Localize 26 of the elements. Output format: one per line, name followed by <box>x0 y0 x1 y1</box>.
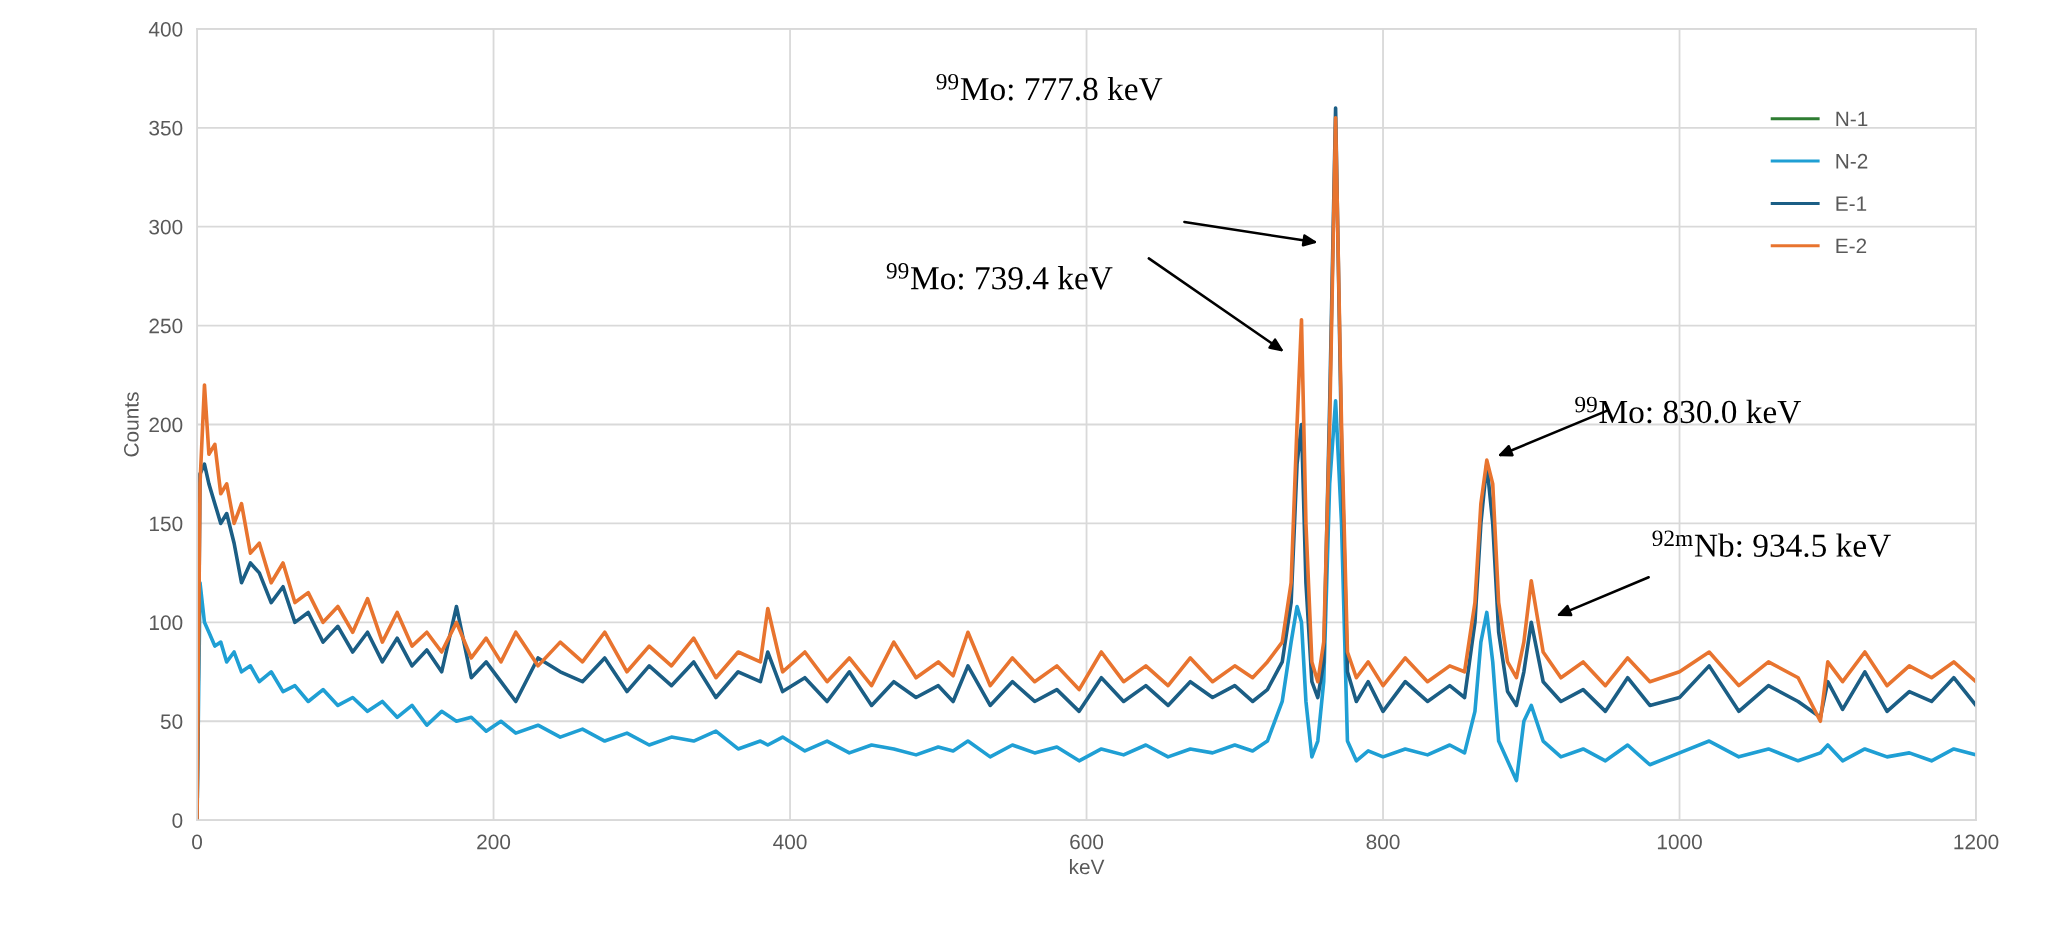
y-tick-label: 150 <box>149 516 183 532</box>
x-tick-label: 800 <box>1366 834 1400 850</box>
y-tick-label: 300 <box>149 219 183 235</box>
x-axis-title: keV <box>1069 859 1105 875</box>
y-tick-label: 0 <box>172 813 183 828</box>
y-tick-label: 400 <box>148 21 183 37</box>
annotation: $^{99}$Mo: 830.0 keV <box>1575 396 1801 424</box>
legend-label: N-1 <box>1836 111 1868 127</box>
legend-label: E-2 <box>1836 238 1867 254</box>
y-tick-label: 50 <box>160 714 183 730</box>
annotation: $^{99}$Mo: 777.8 keV <box>936 73 1163 101</box>
y-tick-label: 350 <box>149 120 183 136</box>
x-tick-label: 600 <box>1070 834 1104 850</box>
legend-label: E-1 <box>1836 196 1867 211</box>
x-tick-label: 400 <box>773 834 807 850</box>
y-axis-title: Counts <box>123 392 139 457</box>
annotation: $^{99}$Mo: 739.4 keV <box>886 262 1113 290</box>
x-tick-label: 200 <box>477 834 511 850</box>
x-tick-label: 0 <box>192 834 203 850</box>
y-tick-label: 250 <box>149 318 183 334</box>
x-tick-label: 1000 <box>1657 834 1702 850</box>
annotation: $^{92m}$Nb: 934.5 keV <box>1652 530 1891 558</box>
y-tick-label: 200 <box>149 417 183 433</box>
y-tick-label: 100 <box>149 615 183 631</box>
legend-label: N-2 <box>1836 153 1868 169</box>
x-tick-label: 1200 <box>1954 834 1999 850</box>
